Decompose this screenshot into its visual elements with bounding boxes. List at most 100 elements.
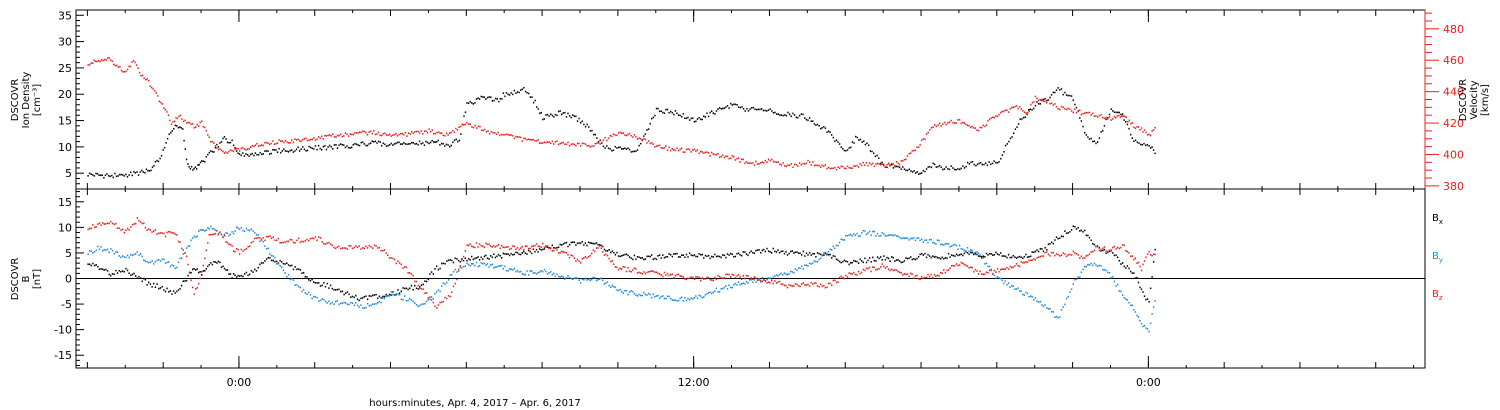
ion-density-series-point: [335, 144, 337, 146]
series-Bz-point: [222, 236, 224, 239]
series-Bx-point: [151, 286, 153, 288]
series-Bx-point: [641, 257, 643, 259]
series-Bz-point: [442, 300, 445, 303]
ion-density-series-point: [162, 149, 164, 151]
ion-density-series-point: [714, 113, 716, 115]
ion-density-series-point: [816, 123, 819, 126]
series-Bx-point: [1057, 237, 1059, 240]
velocity-series-point: [979, 126, 981, 129]
series-By-point: [214, 229, 217, 231]
series-Bz-point: [687, 277, 689, 280]
series-By-point: [709, 291, 711, 294]
series-By-point: [805, 264, 808, 266]
ion-density-series-point: [670, 110, 672, 113]
series-Bz-point: [130, 226, 132, 228]
series-Bz-point: [913, 277, 915, 279]
series-By-point: [366, 302, 369, 305]
velocity-series-point: [734, 159, 737, 161]
series-Bz-point: [1125, 250, 1127, 252]
series-By-point: [345, 302, 347, 304]
series-By-point: [360, 304, 362, 306]
series-Bx-point: [193, 268, 195, 270]
series-Bz-point: [441, 301, 443, 303]
ion-density-series-point: [507, 93, 509, 96]
ion-density-series-point: [429, 141, 432, 144]
series-By-point: [1026, 292, 1029, 295]
velocity-series-point: [647, 140, 650, 142]
series-Bz-point: [878, 268, 880, 270]
series-Bx-point: [540, 249, 542, 251]
series-Bx-point: [454, 257, 456, 260]
series-Bz-point: [998, 270, 1000, 273]
velocity-series-point: [404, 131, 407, 134]
series-Bx-point: [343, 293, 345, 296]
ion-density-series-point: [848, 147, 850, 149]
series-By-point: [813, 260, 816, 262]
series-Bz-point: [649, 270, 651, 273]
series-By-point: [940, 243, 942, 246]
velocity-series-point: [937, 124, 939, 126]
series-Bz-point: [478, 243, 481, 245]
ion-density-series-point: [850, 146, 852, 149]
series-Bx-point: [1028, 256, 1030, 258]
series-Bx-point: [761, 249, 763, 252]
series-Bz-point: [870, 270, 872, 273]
ion-density-series-point: [895, 165, 898, 168]
series-Bx-point: [982, 255, 984, 257]
series-By-point: [1007, 282, 1010, 284]
ion-density-series-point: [457, 140, 459, 143]
series-Bz-point: [456, 278, 458, 281]
series-Bx-point: [881, 259, 883, 261]
series-Bz-point: [244, 248, 246, 251]
ion-density-series-point: [891, 164, 893, 166]
series-Bx-point: [925, 256, 928, 259]
series-Bx-point: [270, 259, 273, 262]
velocity-series-point: [310, 138, 312, 141]
series-By-point: [284, 272, 286, 274]
series-Bx-point: [301, 272, 303, 274]
series-Bz-point: [592, 249, 594, 251]
series-Bx-point: [92, 262, 94, 265]
series-Bx-point: [513, 253, 516, 256]
series-By-point: [144, 260, 147, 262]
series-Bz-point: [464, 250, 466, 252]
series-By-point: [932, 241, 934, 244]
series-By-point: [572, 278, 574, 281]
series-Bz-point: [859, 272, 861, 275]
series-By-point: [90, 250, 92, 253]
velocity-series-point: [624, 134, 626, 136]
series-By-point: [1131, 304, 1133, 307]
ion-density-series-point: [762, 109, 765, 112]
series-Bz-point: [630, 271, 632, 273]
velocity-series-point: [240, 147, 242, 150]
series-By-point: [962, 248, 964, 250]
series-Bz-point: [821, 285, 823, 288]
ion-density-series-point: [782, 114, 784, 117]
series-By-point: [272, 255, 274, 257]
velocity-series-point: [280, 140, 282, 142]
ion-density-series-point: [314, 145, 317, 147]
series-Bx-point: [622, 254, 624, 256]
series-By-point: [373, 303, 376, 305]
series-Bx-point: [113, 273, 115, 276]
velocity-series-point: [1070, 110, 1073, 112]
ion-density-series-point: [1057, 87, 1059, 89]
series-By-point: [750, 278, 752, 281]
series-Bz-point: [644, 272, 647, 275]
series-By-point: [1120, 290, 1122, 293]
series-Bz-point: [823, 284, 825, 287]
series-Bz-point: [138, 219, 140, 222]
velocity-series-point: [294, 138, 296, 140]
ion-density-series-point: [1112, 110, 1114, 112]
series-Bx-point: [988, 252, 991, 255]
series-By-point: [190, 239, 192, 242]
series-By-point: [154, 261, 157, 263]
velocity-series-point: [1034, 95, 1037, 98]
series-Bz-point: [249, 245, 251, 247]
velocity-series-point: [107, 57, 109, 59]
series-Bx-point: [753, 252, 756, 254]
ion-density-series-point: [407, 143, 410, 145]
ion-density-series-point: [635, 150, 637, 153]
series-By-point: [657, 294, 659, 297]
ion-density-series-point: [725, 106, 727, 108]
